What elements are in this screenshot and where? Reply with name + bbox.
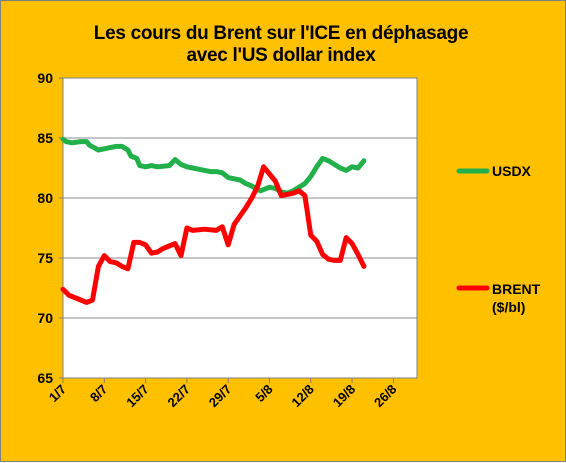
chart-title: Les cours du Brent sur l'ICE en déphasag… bbox=[61, 23, 501, 67]
series-line-brent bbox=[60, 164, 367, 305]
y-tick-label: 85 bbox=[37, 130, 53, 146]
x-tick-label: 12/8 bbox=[288, 382, 317, 411]
y-axis: 90 85 80 75 70 65 bbox=[37, 70, 63, 386]
y-tick-label: 65 bbox=[37, 370, 53, 386]
legend-brent-label: BRENT ($/bl) bbox=[492, 281, 541, 315]
y-tick-label: 80 bbox=[37, 190, 53, 206]
x-tick-label: 29/7 bbox=[206, 382, 235, 411]
series-line-usdx bbox=[60, 136, 367, 196]
y-tick-label: 70 bbox=[37, 310, 53, 326]
series-lines bbox=[60, 136, 367, 305]
legend-usdx-label: USDX bbox=[492, 163, 531, 179]
plot-area bbox=[62, 77, 418, 379]
x-tick-label: 26/8 bbox=[371, 382, 400, 411]
x-tick-label: 15/7 bbox=[123, 382, 152, 411]
y-tick-label: 90 bbox=[37, 70, 53, 86]
y-tick-label: 75 bbox=[37, 250, 53, 266]
chart-title-line-1: Les cours du Brent sur l'ICE en déphasag… bbox=[93, 23, 469, 44]
x-tick-label: 22/7 bbox=[165, 382, 194, 411]
chart-title-line-2: avec l'US dollar index bbox=[186, 45, 376, 66]
x-tick-label: 8/7 bbox=[87, 382, 110, 405]
x-tick-label: 19/8 bbox=[330, 382, 359, 411]
x-axis: 1/7 8/7 15/7 22/7 29/7 5/8 12/8 19/8 26/8 bbox=[46, 378, 400, 410]
x-tick-label: 5/8 bbox=[252, 382, 275, 405]
legend bbox=[456, 168, 490, 291]
